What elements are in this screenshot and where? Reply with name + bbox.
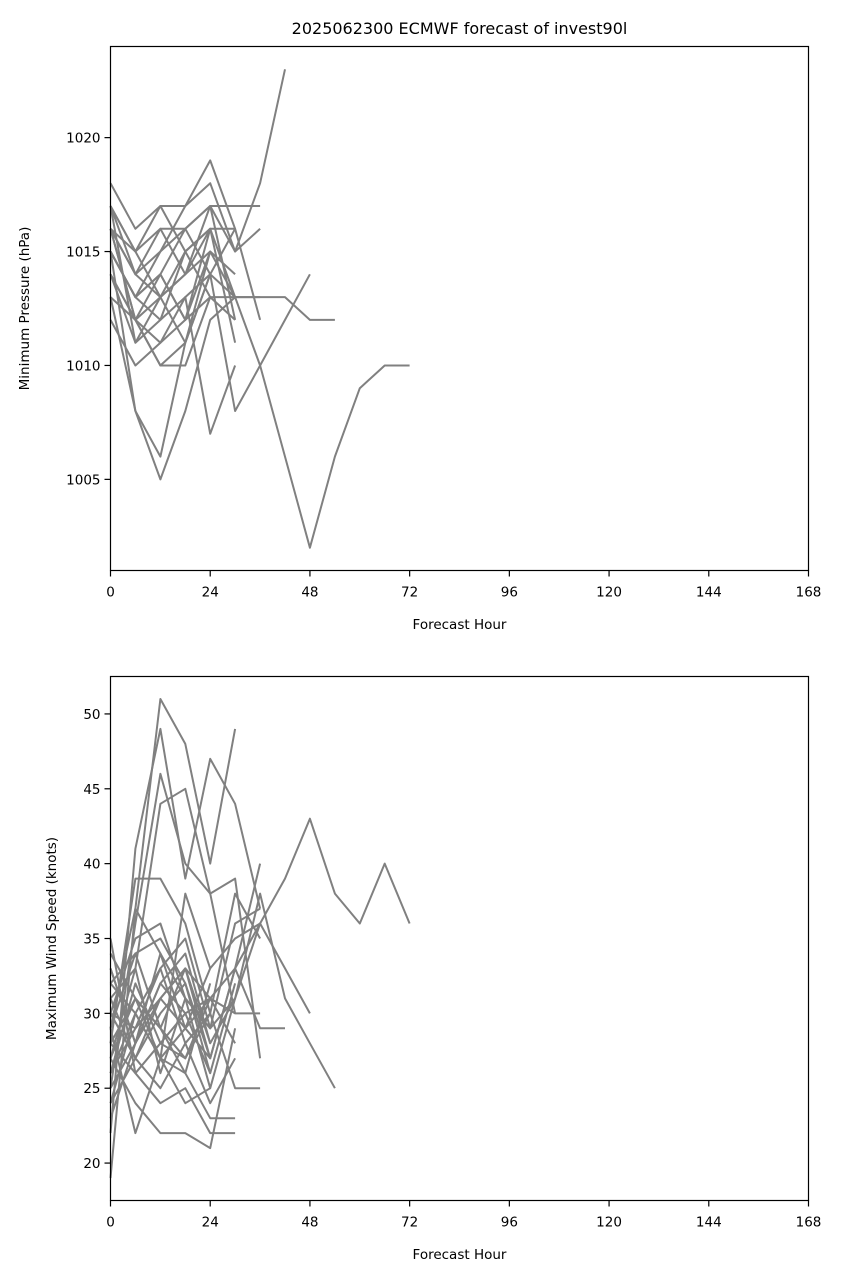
pressure-y-ticks: 1005 1010 1015 1020: [66, 131, 111, 488]
series-line-1: [109, 69, 286, 253]
y-tick-label: 20: [83, 1156, 100, 1172]
x-tick-label: 120: [596, 1215, 622, 1231]
pressure-series-lines: [109, 69, 410, 549]
x-tick-label: 96: [501, 1215, 518, 1231]
series-line-15: [109, 1028, 236, 1135]
series-line-23: [109, 952, 212, 1089]
wind-y-ticks: 20 25 30 35 40 45 50: [83, 707, 111, 1172]
y-tick-label: 1015: [66, 245, 100, 261]
y-tick-label: 1010: [66, 358, 100, 374]
series-line-29: [109, 952, 212, 1060]
series-line-21: [109, 250, 212, 321]
x-tick-label: 24: [202, 585, 219, 601]
series-line-28: [109, 982, 211, 1105]
pressure-x-axis-label: Forecast Hour: [413, 617, 507, 633]
series-line-8: [109, 877, 261, 1044]
series-line-19: [109, 982, 237, 1075]
x-tick-label: 144: [696, 1215, 722, 1231]
series-line-30: [109, 968, 212, 1045]
series-line-13: [109, 250, 236, 458]
y-tick-label: 1020: [66, 131, 100, 147]
y-tick-label: 25: [83, 1081, 100, 1097]
series-line-16: [109, 1028, 237, 1150]
series-line-6: [109, 227, 237, 343]
series-line-16: [109, 205, 237, 435]
y-tick-label: 50: [83, 707, 100, 723]
wind-series-lines: [109, 698, 411, 1179]
y-tick-label: 30: [83, 1006, 100, 1022]
x-tick-label: 120: [596, 585, 622, 601]
series-line-21: [109, 907, 237, 1090]
x-tick-label: 0: [106, 585, 115, 601]
y-tick-label: 35: [83, 932, 100, 948]
series-line-19: [109, 228, 212, 321]
y-tick-label: 1005: [66, 472, 100, 488]
series-line-17: [109, 1042, 236, 1135]
series-line-18: [109, 205, 212, 276]
wind-x-axis-label: Forecast Hour: [413, 1247, 507, 1263]
series-line-27: [109, 982, 212, 1074]
series-line-2: [109, 727, 262, 1134]
x-tick-label: 96: [501, 585, 518, 601]
wind-panel: 0 24 48 72 96 120 144 168 20 25 30 35 40 45 50 Foreca…: [44, 675, 822, 1263]
x-tick-label: 144: [696, 585, 722, 601]
series-line-3: [109, 772, 262, 1089]
x-tick-label: 24: [202, 1215, 219, 1231]
series-line-20: [109, 273, 212, 344]
wind-x-ticks: 0 24 48 72 96 120 144 168: [106, 1200, 822, 1231]
y-tick-label: 40: [83, 857, 100, 873]
pressure-axes-frame: [109, 45, 810, 572]
pressure-panel: 2025062300 ECMWF forecast of invest90l 0…: [17, 19, 821, 633]
x-tick-label: 168: [796, 585, 822, 601]
pressure-x-ticks: 0 24 48 72 96 120 144 168: [106, 570, 822, 601]
x-tick-label: 48: [301, 585, 318, 601]
wind-y-axis-label: Maximum Wind Speed (knots): [44, 837, 60, 1040]
series-line-14: [109, 251, 236, 481]
series-line-4: [109, 787, 237, 1059]
x-tick-label: 168: [796, 1215, 822, 1231]
y-tick-label: 45: [83, 782, 100, 798]
x-tick-label: 72: [401, 1215, 418, 1231]
pressure-y-axis-label: Minimum Pressure (hPa): [17, 227, 33, 391]
chart-title: 2025062300 ECMWF forecast of invest90l: [292, 19, 628, 38]
x-tick-label: 72: [401, 585, 418, 601]
x-tick-label: 0: [106, 1215, 115, 1231]
x-tick-label: 48: [301, 1215, 318, 1231]
